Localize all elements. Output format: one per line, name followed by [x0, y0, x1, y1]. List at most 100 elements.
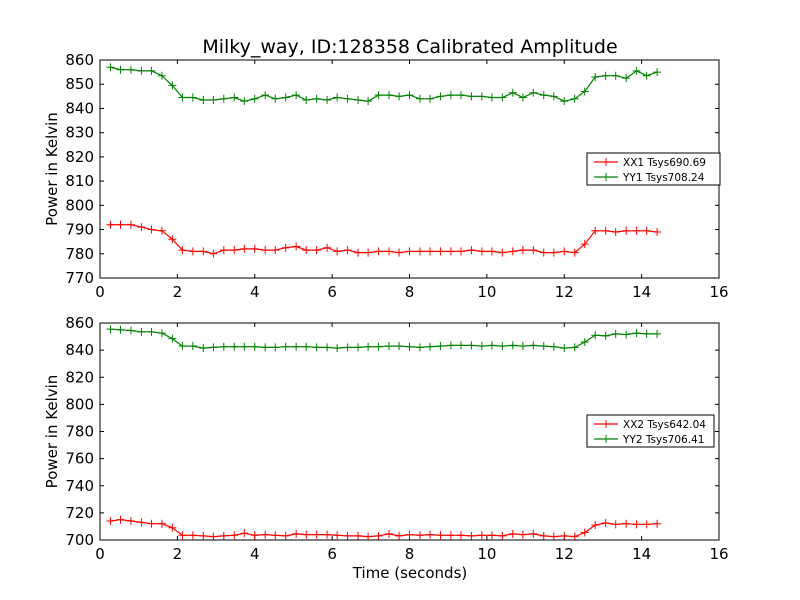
data-point	[477, 92, 486, 101]
data-point	[312, 343, 321, 352]
y-tick-label: 830	[65, 124, 94, 142]
data-point	[611, 329, 620, 338]
data-point	[580, 240, 589, 249]
data-point	[126, 65, 135, 74]
data-point	[168, 523, 177, 532]
top-plot: 0 2 4 6 8 10 12 14 16770780790800810820830840850…	[43, 51, 729, 301]
data-point	[446, 91, 455, 100]
data-point	[292, 342, 301, 351]
plot-frame	[99, 322, 720, 541]
data-point	[230, 93, 239, 102]
data-point	[188, 93, 197, 102]
data-point	[188, 531, 197, 540]
y-tick-label: 860	[65, 51, 94, 69]
data-point	[240, 529, 249, 538]
data-point	[467, 341, 476, 350]
data-point	[137, 66, 146, 75]
data-point	[477, 531, 486, 540]
data-point	[446, 247, 455, 256]
data-point	[343, 531, 352, 540]
data-point	[292, 529, 301, 538]
y-tick-label: 720	[65, 504, 94, 522]
data-point	[240, 97, 249, 106]
data-point	[384, 529, 393, 538]
legend-entry-label: YY1 Tsys708.24	[622, 172, 705, 184]
data-point	[642, 226, 651, 235]
data-point	[549, 248, 558, 257]
data-point	[436, 92, 445, 101]
data-point	[333, 247, 342, 256]
data-point	[333, 531, 342, 540]
data-point	[147, 519, 156, 528]
data-point	[591, 331, 600, 340]
x-tick-label: 2	[173, 545, 183, 563]
y-axis-label: Power in Kelvin	[43, 112, 61, 226]
data-point	[271, 343, 280, 352]
data-point	[261, 246, 270, 255]
y-tick-label: 770	[65, 269, 94, 287]
data-point	[312, 246, 321, 255]
data-point	[384, 91, 393, 100]
data-point	[209, 95, 218, 104]
data-point	[436, 342, 445, 351]
x-tick-label: 16	[709, 545, 728, 563]
data-point	[364, 532, 373, 541]
series-XX1 Tsys690.69	[106, 220, 662, 258]
series-XX2 Tsys642.04	[106, 515, 662, 541]
data-point	[487, 247, 496, 256]
data-point	[106, 63, 115, 72]
data-point	[250, 94, 259, 103]
data-point	[467, 246, 476, 255]
data-point	[137, 518, 146, 527]
bottom-plot: 0 2 4 6 8 10 12 14 16 700 720 740 760 780 800 820 840 860…	[43, 314, 729, 563]
data-point	[157, 71, 166, 80]
data-point	[642, 329, 651, 338]
y-axis-label: Power in Kelvin	[43, 375, 61, 489]
data-point	[477, 342, 486, 351]
data-point	[333, 344, 342, 353]
data-point	[219, 94, 228, 103]
data-point	[653, 329, 662, 338]
data-point	[374, 531, 383, 540]
data-point	[354, 95, 363, 104]
data-point	[622, 226, 631, 235]
y-tick-label: 820	[65, 148, 94, 166]
data-point	[209, 343, 218, 352]
legend: XX2 Tsys642.04 YY2 Tsys706.41	[586, 414, 715, 448]
data-point	[374, 342, 383, 351]
data-point	[498, 248, 507, 257]
data-point	[157, 519, 166, 528]
data-point	[560, 344, 569, 353]
data-point	[611, 71, 620, 80]
data-point	[426, 94, 435, 103]
y-tick-label: 840	[65, 99, 94, 117]
data-point	[560, 247, 569, 256]
data-point	[199, 247, 208, 256]
data-point	[467, 531, 476, 540]
legend-box	[586, 152, 721, 186]
data-point	[199, 344, 208, 353]
data-point	[456, 531, 465, 540]
x-tick-label: 12	[555, 545, 574, 563]
data-point	[529, 529, 538, 538]
data-point	[570, 532, 579, 541]
data-point	[601, 226, 610, 235]
data-point	[302, 95, 311, 104]
data-point	[611, 520, 620, 529]
data-point	[467, 92, 476, 101]
y-tick-label: 820	[65, 368, 94, 386]
data-point	[126, 220, 135, 229]
data-point	[570, 248, 579, 257]
data-point	[106, 325, 115, 334]
data-point	[157, 329, 166, 338]
y-tick-label: 780	[65, 245, 94, 263]
data-point	[508, 341, 517, 350]
data-point	[271, 246, 280, 255]
data-point	[518, 530, 527, 539]
data-point	[487, 341, 496, 350]
legend-entry-label: XX1 Tsys690.69	[623, 157, 706, 169]
data-point	[116, 325, 125, 334]
data-point	[157, 226, 166, 235]
data-point	[487, 93, 496, 102]
series-YY1 Tsys708.24	[106, 63, 662, 106]
